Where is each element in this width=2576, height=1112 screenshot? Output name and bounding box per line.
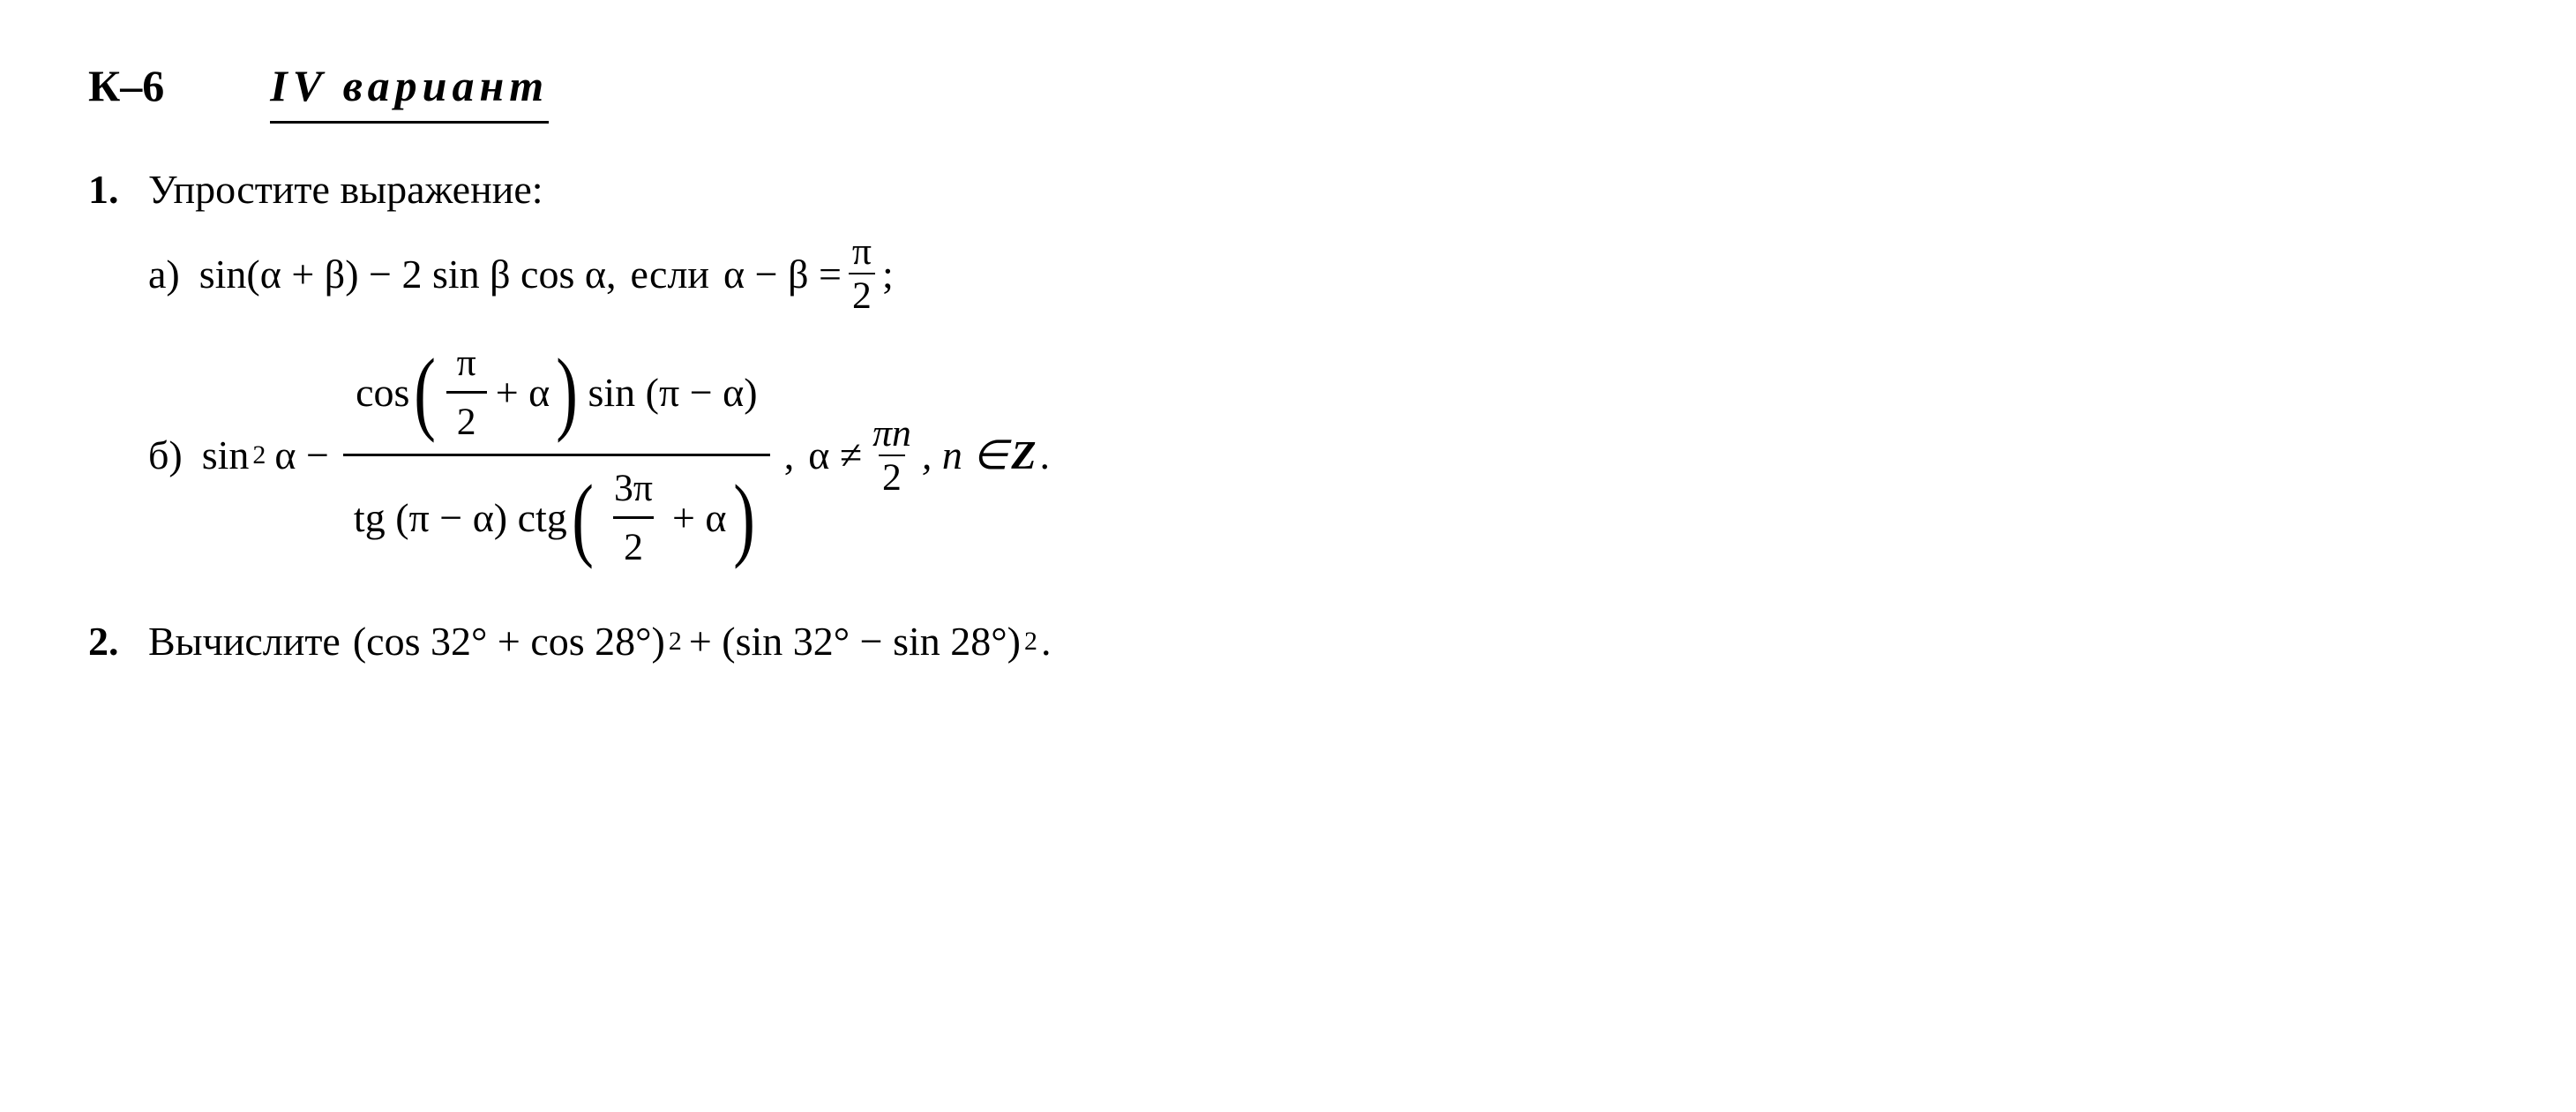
worksheet-header: К–6 IV вариант (88, 53, 2488, 124)
problem-1: 1. Упростите выражение: а) sin(α + β) − … (88, 159, 2488, 593)
subproblem-label: б) (148, 425, 183, 485)
variant-title: IV вариант (270, 53, 549, 124)
frac-pi-n-over-2: πn 2 (869, 412, 915, 499)
big-fraction-1b: cos ( π 2 + α ) sin (π − α) (343, 334, 770, 575)
frac-pi-over-2: π 2 (849, 230, 875, 317)
cond-1a: α − β = π 2 ; (723, 230, 894, 317)
problem-1-body: Упростите выражение: а) sin(α + β) − 2 s… (148, 159, 2488, 593)
worksheet-code: К–6 (88, 53, 164, 119)
problem-2: 2. Вычислите (cos 32° + cos 28°)2 + (sin… (88, 611, 2488, 672)
problem-1a: а) sin(α + β) − 2 sin β cos α, если α − … (148, 230, 2488, 317)
problem-1b: б) sin2 α − cos ( π 2 + α (148, 334, 2488, 575)
paren-den-arg2: ( 3π 2 + α ) (567, 463, 760, 572)
paren-num-arg1: ( π 2 + α ) (409, 338, 582, 447)
problem-number: 1. (88, 159, 124, 220)
problem-1-title: Упростите выражение: (148, 159, 2488, 220)
problem-2-body: Вычислите (cos 32° + cos 28°)2 + (sin 32… (148, 611, 2488, 672)
big-frac-denominator: tg (π − α) ctg ( 3π 2 + α ) (343, 454, 770, 575)
problem-number: 2. (88, 611, 124, 672)
expr-1a-lhs: sin(α + β) − 2 sin β cos α, (199, 244, 617, 304)
sin-squared-alpha: sin2 α − (202, 425, 329, 485)
cond-1b: α ≠ πn 2 , n ∈ Z . (808, 412, 1050, 499)
subproblem-label: а) (148, 244, 180, 304)
cond-word: если (630, 244, 709, 304)
big-frac-numerator: cos ( π 2 + α ) sin (π − α) (345, 334, 768, 454)
